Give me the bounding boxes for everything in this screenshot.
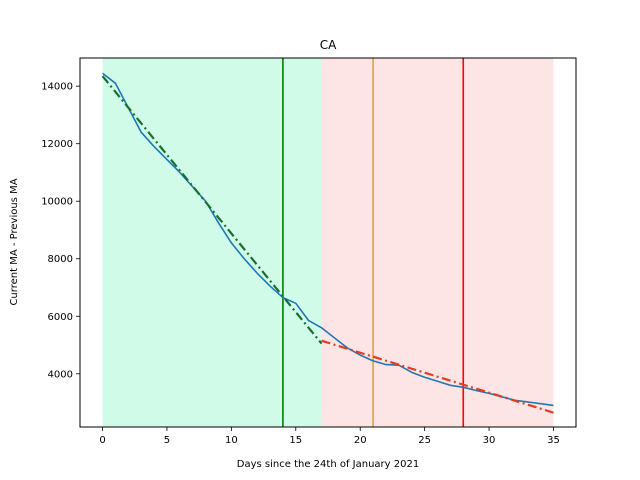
shaded-regions	[102, 58, 554, 427]
x-tick-label: 0	[99, 435, 105, 446]
series-line-1	[101, 75, 323, 345]
x-tick-label: 20	[354, 435, 367, 446]
series-lines	[101, 72, 554, 414]
y-tick-label: 10000	[41, 197, 73, 208]
x-axis-label: Days since the 24th of January 2021	[237, 459, 419, 470]
plot-frame	[79, 57, 577, 428]
y-axis: 4000 6000 8000 10000 12000 14000	[41, 82, 80, 380]
x-tick-label: 10	[225, 435, 238, 446]
shaded-region-0	[102, 58, 322, 427]
y-tick-label: 4000	[48, 369, 73, 380]
x-tick-label: 15	[289, 435, 302, 446]
chart-title: CA	[320, 38, 337, 52]
x-tick-label: 30	[483, 435, 496, 446]
series-line-2	[321, 339, 554, 414]
y-tick-label: 6000	[48, 312, 73, 323]
series-line-0	[102, 72, 554, 407]
y-tick-label: 14000	[41, 82, 73, 93]
y-axis-label: Current MA - Previous MA	[9, 178, 20, 305]
y-tick-label: 8000	[48, 254, 73, 265]
x-axis: 0 5 10 15 20 25 30 35	[99, 427, 560, 446]
y-tick-label: 12000	[41, 139, 73, 150]
x-tick-label: 25	[418, 435, 431, 446]
vertical-lines	[282, 58, 465, 427]
x-tick-label: 35	[547, 435, 560, 446]
x-tick-label: 5	[164, 435, 170, 446]
shaded-region-1	[321, 58, 554, 427]
